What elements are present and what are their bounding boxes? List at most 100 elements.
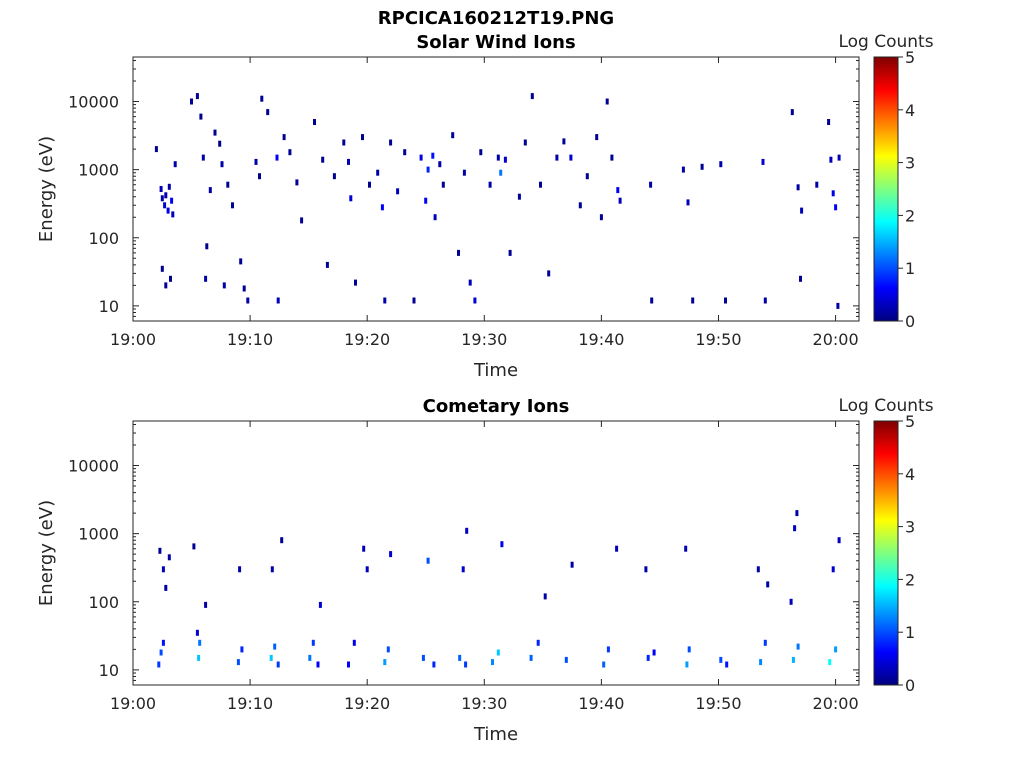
heatmap-cell xyxy=(205,243,209,250)
heatmap-cell xyxy=(644,566,648,573)
heatmap-cell xyxy=(606,646,610,653)
y-tick-label: 10 xyxy=(99,661,119,680)
heatmap-cell xyxy=(595,134,599,141)
heatmap-cell xyxy=(342,139,346,146)
heatmap-cell xyxy=(258,173,261,180)
heatmap-cell xyxy=(547,270,551,277)
x-axis: 19:00 19:10 19:20 19:30 19:40 19:50 20:00 xyxy=(110,57,859,349)
heatmap-cell xyxy=(321,156,325,163)
heatmap-cell xyxy=(160,265,164,272)
heatmap-cell xyxy=(499,169,503,176)
x-axis: 19:00 19:10 19:20 19:30 19:40 19:50 20:00 xyxy=(110,421,859,713)
heatmap-cell xyxy=(352,639,356,646)
heatmap-cell xyxy=(759,659,763,666)
heatmap-cell xyxy=(231,202,234,209)
heatmap-cell xyxy=(719,161,723,168)
heatmap-cell xyxy=(451,132,455,139)
heatmap-cell xyxy=(239,258,243,265)
colorbar-tick-label: 1 xyxy=(905,259,915,278)
heatmap-cell xyxy=(829,156,833,163)
heatmap-cell xyxy=(508,249,512,256)
heatmap-cell xyxy=(276,297,280,304)
spectrogram-cells xyxy=(154,93,841,309)
heatmap-cell xyxy=(419,154,423,161)
heatmap-cell xyxy=(204,601,208,608)
heatmap-cell xyxy=(161,566,165,573)
colorbar-tick-label: 0 xyxy=(905,676,915,695)
heatmap-cell xyxy=(208,187,212,194)
heatmap-cell xyxy=(159,649,163,656)
heatmap-cell xyxy=(615,545,619,552)
heatmap-cell xyxy=(362,545,366,552)
heatmap-cell xyxy=(164,282,168,289)
heatmap-cell xyxy=(270,566,274,573)
heatmap-cell xyxy=(169,275,172,282)
heatmap-cell xyxy=(831,566,835,573)
heatmap-cell xyxy=(837,154,841,161)
heatmap-cell xyxy=(311,639,315,646)
heatmap-cell xyxy=(386,646,390,653)
x-axis-label: Time xyxy=(473,724,518,745)
heatmap-cell xyxy=(468,279,472,286)
y-tick-label: 1000 xyxy=(78,525,119,544)
x-tick-label: 19:40 xyxy=(578,330,624,349)
heatmap-cell xyxy=(354,279,357,286)
heatmap-cell xyxy=(432,661,436,668)
heatmap-cell xyxy=(652,649,656,656)
heatmap-cell xyxy=(799,275,802,282)
x-tick-label: 19:30 xyxy=(461,694,507,713)
heatmap-cell xyxy=(605,98,609,105)
heatmap-cell xyxy=(269,654,273,661)
heatmap-cell xyxy=(464,661,468,668)
x-tick-label: 19:10 xyxy=(227,694,273,713)
colorbar-label: Log Counts xyxy=(838,32,933,52)
y-axis: 10 100 1000 10000 xyxy=(68,59,859,322)
heatmap-cell xyxy=(828,659,832,666)
plot-area xyxy=(132,420,860,686)
heatmap-cell xyxy=(649,181,653,188)
heatmap-cell xyxy=(761,158,765,165)
heatmap-cell xyxy=(260,95,264,102)
panel-title: Cometary Ions xyxy=(423,396,570,417)
heatmap-cell xyxy=(700,163,704,170)
heatmap-cell xyxy=(570,561,574,568)
plot-area xyxy=(132,56,860,322)
y-tick-label: 1000 xyxy=(78,161,119,180)
x-tick-label: 19:10 xyxy=(227,330,273,349)
heatmap-cell xyxy=(578,202,582,209)
heatmap-cell xyxy=(433,214,437,221)
heatmap-cell xyxy=(213,129,217,136)
heatmap-cell xyxy=(800,207,804,214)
colorbar-tick-label: 5 xyxy=(905,48,915,67)
heatmap-cell xyxy=(195,629,199,636)
heatmap-cell xyxy=(218,140,222,147)
heatmap-cell xyxy=(365,566,369,573)
heatmap-cell xyxy=(766,581,770,588)
heatmap-cell xyxy=(246,297,250,304)
heatmap-cell xyxy=(349,195,353,202)
heatmap-cell xyxy=(438,161,442,168)
heatmap-cell xyxy=(790,109,794,116)
figure-title: RPCICA160212T19.PNG xyxy=(378,8,614,29)
heatmap-cell xyxy=(796,643,800,650)
heatmap-cell xyxy=(837,537,841,544)
heatmap-cell xyxy=(465,527,469,534)
heatmap-cell xyxy=(396,188,400,195)
heatmap-cell xyxy=(789,598,793,605)
heatmap-cell xyxy=(441,181,445,188)
heatmap-cell xyxy=(831,190,835,197)
heatmap-cell xyxy=(763,297,767,304)
heatmap-cell xyxy=(491,659,494,666)
heatmap-cell xyxy=(496,649,500,656)
colorbar-ticks: 0 1 2 3 4 5 xyxy=(898,412,915,695)
heatmap-cell xyxy=(295,179,299,186)
heatmap-cell xyxy=(691,297,695,304)
heatmap-cell xyxy=(457,249,460,256)
heatmap-cell xyxy=(198,639,202,646)
heatmap-cell xyxy=(763,639,767,646)
x-tick-label: 19:50 xyxy=(695,330,741,349)
heatmap-cell xyxy=(376,169,380,176)
heatmap-cell xyxy=(383,659,387,666)
y-axis-label: Energy (eV) xyxy=(36,500,57,606)
heatmap-cell xyxy=(523,139,527,146)
